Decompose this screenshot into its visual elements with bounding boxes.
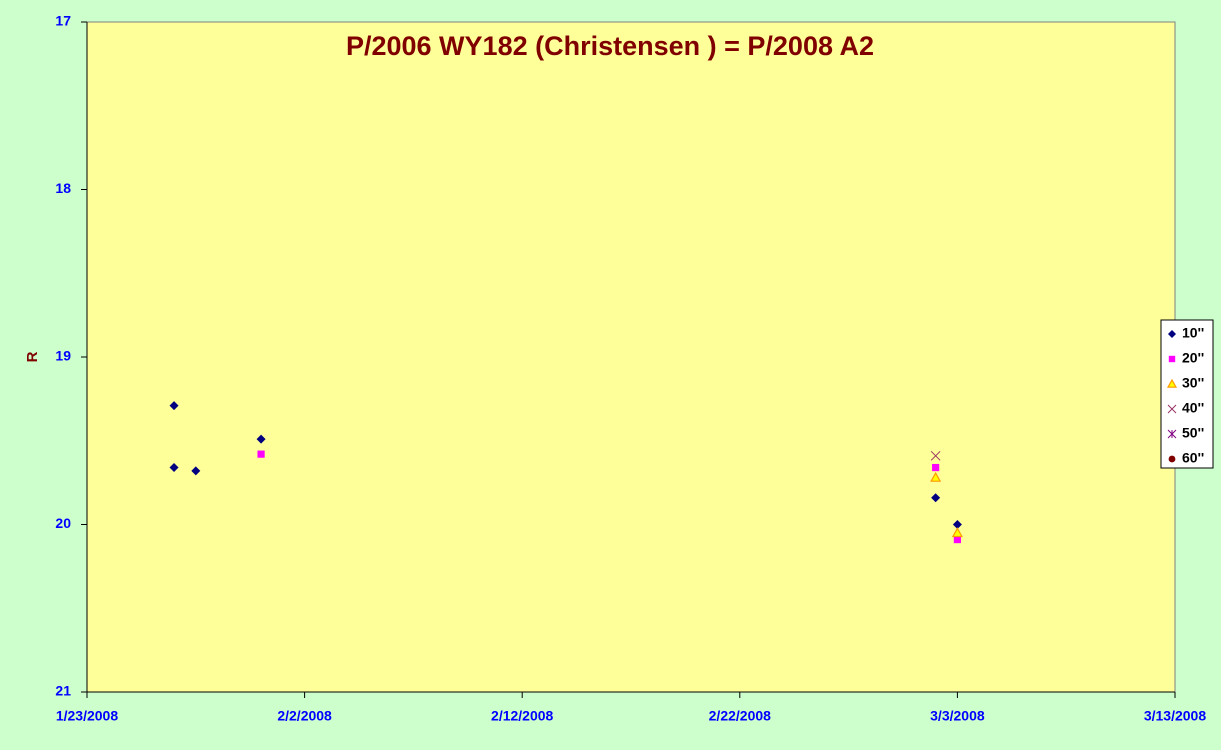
marker	[169, 463, 179, 473]
x-tick-label: 3/3/2008	[930, 708, 985, 724]
y-tick-label: 21	[55, 683, 71, 699]
plot-area	[86, 21, 1176, 693]
x-tick-label: 1/23/2008	[56, 708, 118, 724]
legend-marker	[1168, 455, 1176, 463]
legend-label: 60''	[1182, 450, 1204, 466]
legend-label: 10''	[1182, 325, 1204, 341]
legend-label: 50''	[1182, 425, 1204, 441]
x-tick-label: 3/13/2008	[1144, 708, 1206, 724]
marker	[257, 450, 265, 458]
legend-marker	[1167, 404, 1177, 414]
marker	[930, 450, 941, 461]
x-tick-label: 2/22/2008	[709, 708, 771, 724]
marker	[951, 527, 963, 538]
y-tick-label: 18	[55, 180, 71, 196]
marker	[191, 466, 201, 476]
legend-marker	[1167, 429, 1177, 439]
legend	[1160, 319, 1214, 469]
x-tick-label: 2/2/2008	[277, 708, 332, 724]
marker	[932, 463, 940, 472]
x-tick-label: 2/12/2008	[491, 708, 553, 724]
marker	[931, 493, 941, 503]
marker	[953, 535, 961, 544]
y-tick-label: 19	[55, 348, 71, 364]
y-tick-label: 17	[55, 13, 71, 29]
legend-label: 40''	[1182, 400, 1204, 416]
marker	[169, 401, 179, 411]
y-axis-label: R	[24, 351, 41, 362]
y-tick-label: 20	[55, 515, 71, 531]
legend-label: 20''	[1182, 350, 1204, 366]
legend-marker	[1166, 378, 1178, 388]
legend-marker	[1168, 330, 1176, 338]
marker	[256, 434, 266, 444]
legend-marker	[1168, 355, 1176, 363]
legend-label: 30''	[1182, 375, 1204, 391]
marker	[930, 471, 942, 482]
chart-title: P/2006 WY182 (Christensen ) = P/2008 A2	[346, 31, 874, 61]
marker	[952, 520, 962, 529]
